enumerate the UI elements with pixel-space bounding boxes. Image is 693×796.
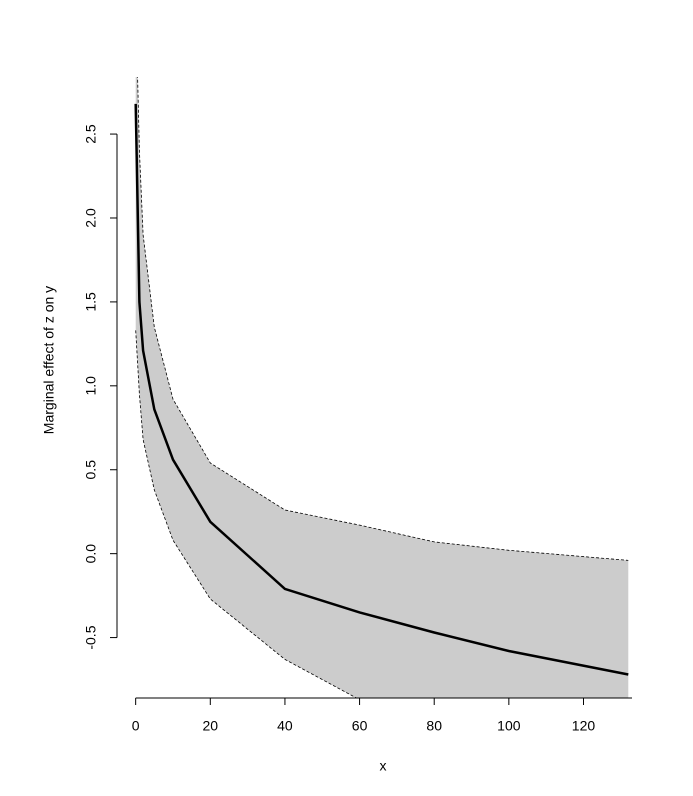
y-tick-label: 0.5 [83,460,99,480]
x-tick-label: 60 [352,718,368,734]
y-tick-label: 1.5 [83,292,99,312]
x-tick-label: 0 [132,718,140,734]
x-tick-label: 20 [203,718,219,734]
estimate-line [134,103,629,676]
y-tick-label: 0.0 [83,544,99,564]
upper-bound [137,77,629,561]
x-tick-label: 80 [426,718,442,734]
confidence-band [135,77,629,698]
x-tick-label: 100 [497,718,521,734]
y-tick-label: -0.5 [83,625,99,649]
y-axis-label: Marginal effect of z on y [41,286,57,434]
y-tick-label: 2.5 [83,124,99,144]
y-tick-label: 1.0 [83,376,99,396]
plot-area [134,77,629,698]
y-tick-label: 2.0 [83,208,99,228]
x-tick-label: 40 [277,718,293,734]
x-axis-label: x [380,758,387,774]
x-tick-label: 120 [572,718,596,734]
